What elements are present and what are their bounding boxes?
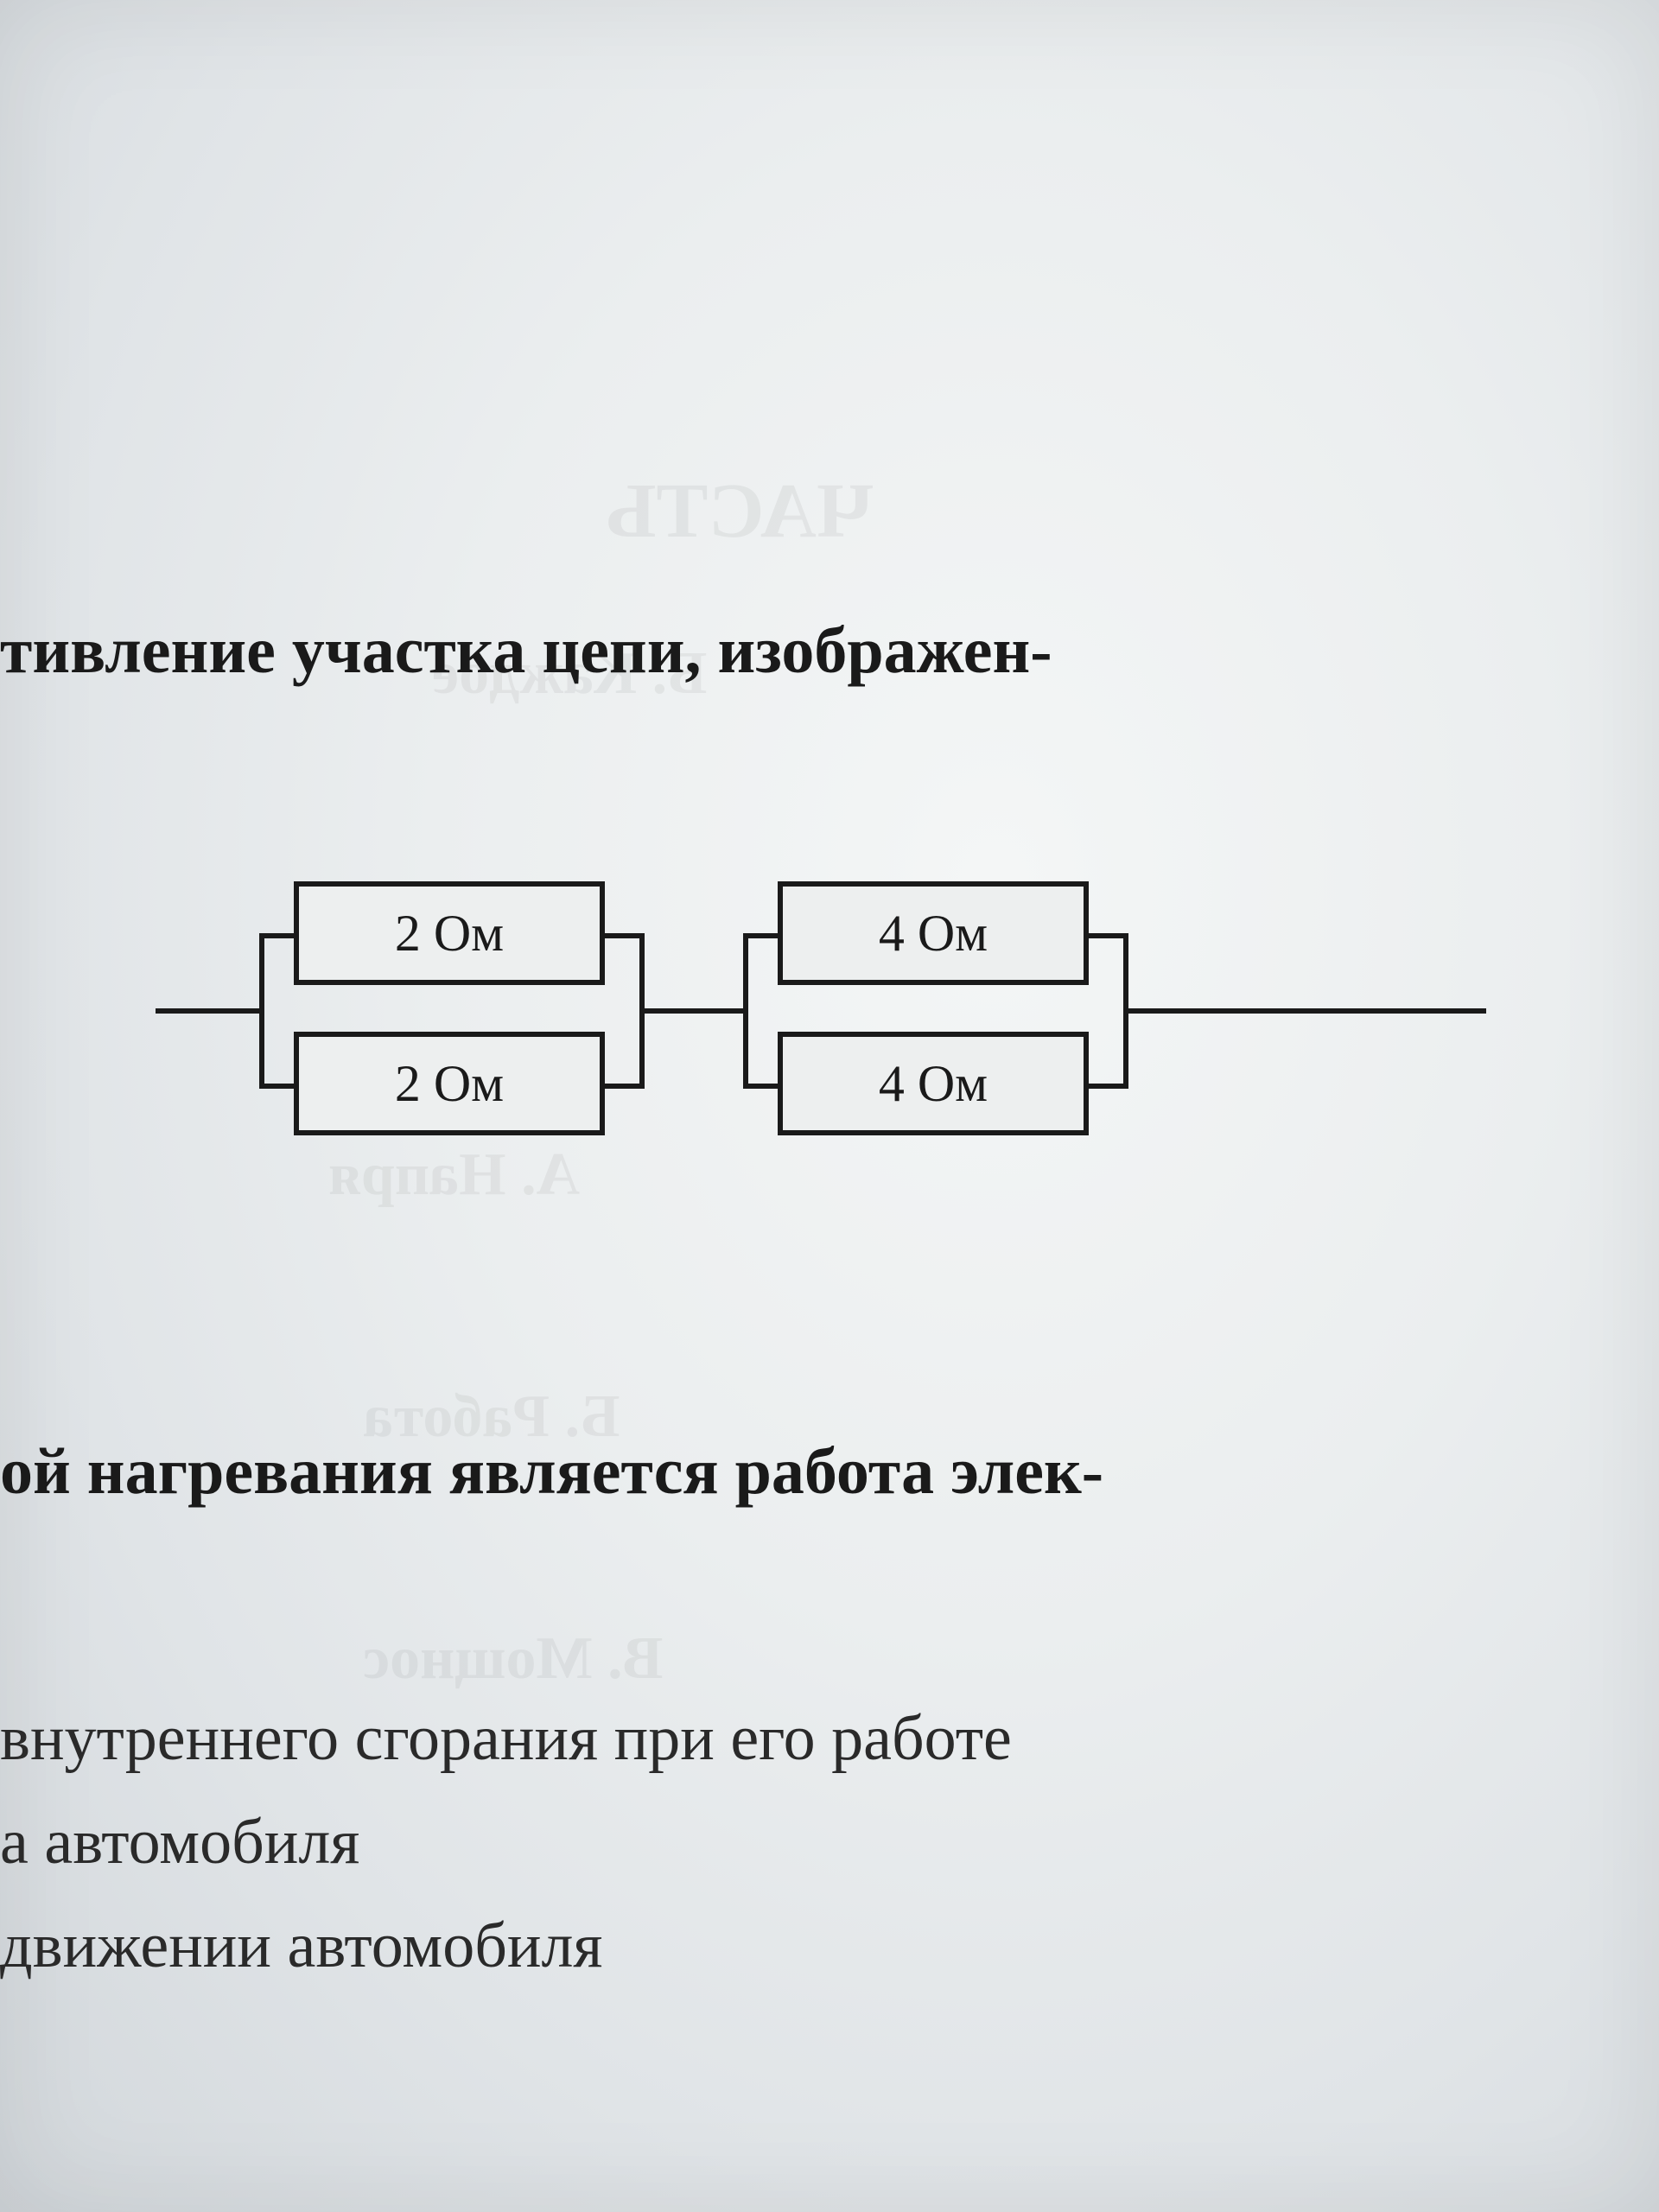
wire-stub [1089,1084,1123,1089]
resistor-r1: 2 Ом [294,881,605,985]
wire-stub [605,1084,639,1089]
resistor-label: 4 Ом [879,1054,988,1114]
body-text-line-4: а автомобиля [0,1806,359,1879]
resistor-r4: 4 Ом [778,1032,1089,1135]
ghost-text: ЧАСТЬ [605,467,874,556]
ghost-text: В. Мощнос [363,1624,663,1694]
circuit-diagram: 2 Ом 2 Ом 4 Ом 4 Ом [156,881,1624,1141]
question-text-line-2: ой нагревания является работа элек- [0,1434,1103,1510]
wire-stub [743,1084,778,1089]
resistor-label: 2 Ом [395,1054,504,1114]
wire-stub [259,1084,294,1089]
resistor-r2: 2 Ом [294,1032,605,1135]
wire-connector [639,1008,743,1014]
wire-bracket-left-2 [743,933,748,1089]
wire-stub [743,933,778,938]
question-text-line-1: тивление участка цепи, изображен- [0,613,1052,689]
resistor-label: 2 Ом [395,904,504,963]
body-text-line-3: внутреннего сгорания при его работе [0,1702,1012,1776]
wire-lead-in [156,1008,259,1014]
resistor-label: 4 Ом [879,904,988,963]
wire-stub [1089,933,1123,938]
wire-lead-out [1123,1008,1486,1014]
wire-stub [259,933,294,938]
body-text-line-5: движении автомобиля [0,1910,602,1983]
wire-stub [605,933,639,938]
paper-surface: ЧАСТЬ Б. Каждое А. Напря Б. Работа В. Мо… [0,0,1659,2212]
resistor-r3: 4 Ом [778,881,1089,985]
wire-bracket-left-1 [259,933,264,1089]
ghost-text: А. Напря [328,1141,580,1210]
